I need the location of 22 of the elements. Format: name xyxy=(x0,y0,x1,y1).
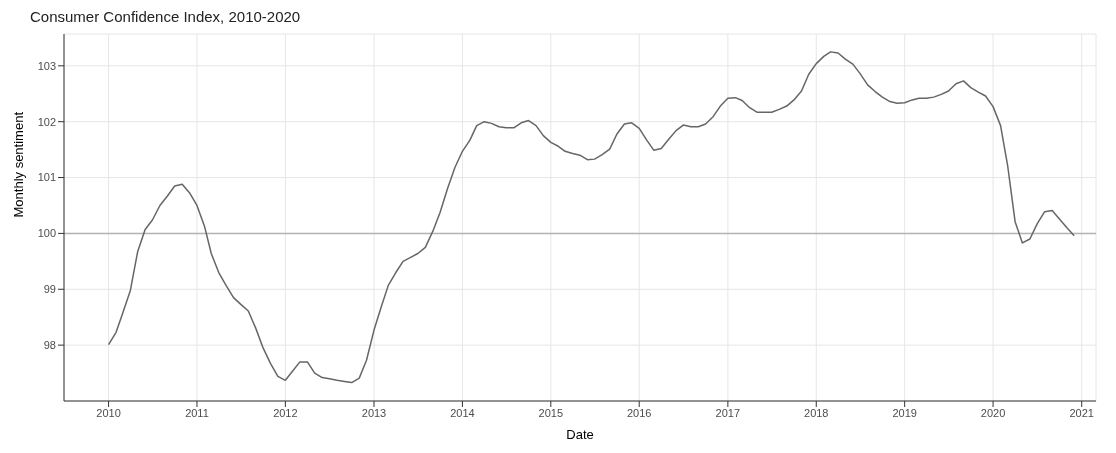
y-tick-label: 99 xyxy=(43,283,56,296)
x-tick-label: 2016 xyxy=(626,406,652,419)
x-tick-label: 2013 xyxy=(361,406,387,419)
y-tick-label: 100 xyxy=(37,227,56,240)
x-tick-label: 2019 xyxy=(892,406,917,419)
x-tick-label: 2017 xyxy=(715,406,741,419)
x-tick-label: 2021 xyxy=(1069,406,1094,419)
x-tick-label: 2018 xyxy=(804,406,829,419)
x-tick-label: 2012 xyxy=(273,406,298,419)
y-tick-label: 98 xyxy=(43,339,56,352)
x-axis-title: Date xyxy=(566,427,594,442)
line-series xyxy=(107,51,1075,384)
y-tick-label: 103 xyxy=(37,59,56,72)
x-tick-label: 2014 xyxy=(450,406,475,419)
y-tick-label: 101 xyxy=(37,171,56,184)
y-tick-label: 102 xyxy=(37,115,56,128)
x-tick-label: 2015 xyxy=(538,406,564,419)
x-tick-label: 2020 xyxy=(980,406,1006,419)
chart-title: Consumer Confidence Index, 2010-2020 xyxy=(30,8,302,27)
y-axis-title: Monthly sentiment xyxy=(10,111,26,218)
x-tick-label: 2010 xyxy=(96,406,121,419)
x-tick-label: 2011 xyxy=(185,406,209,419)
